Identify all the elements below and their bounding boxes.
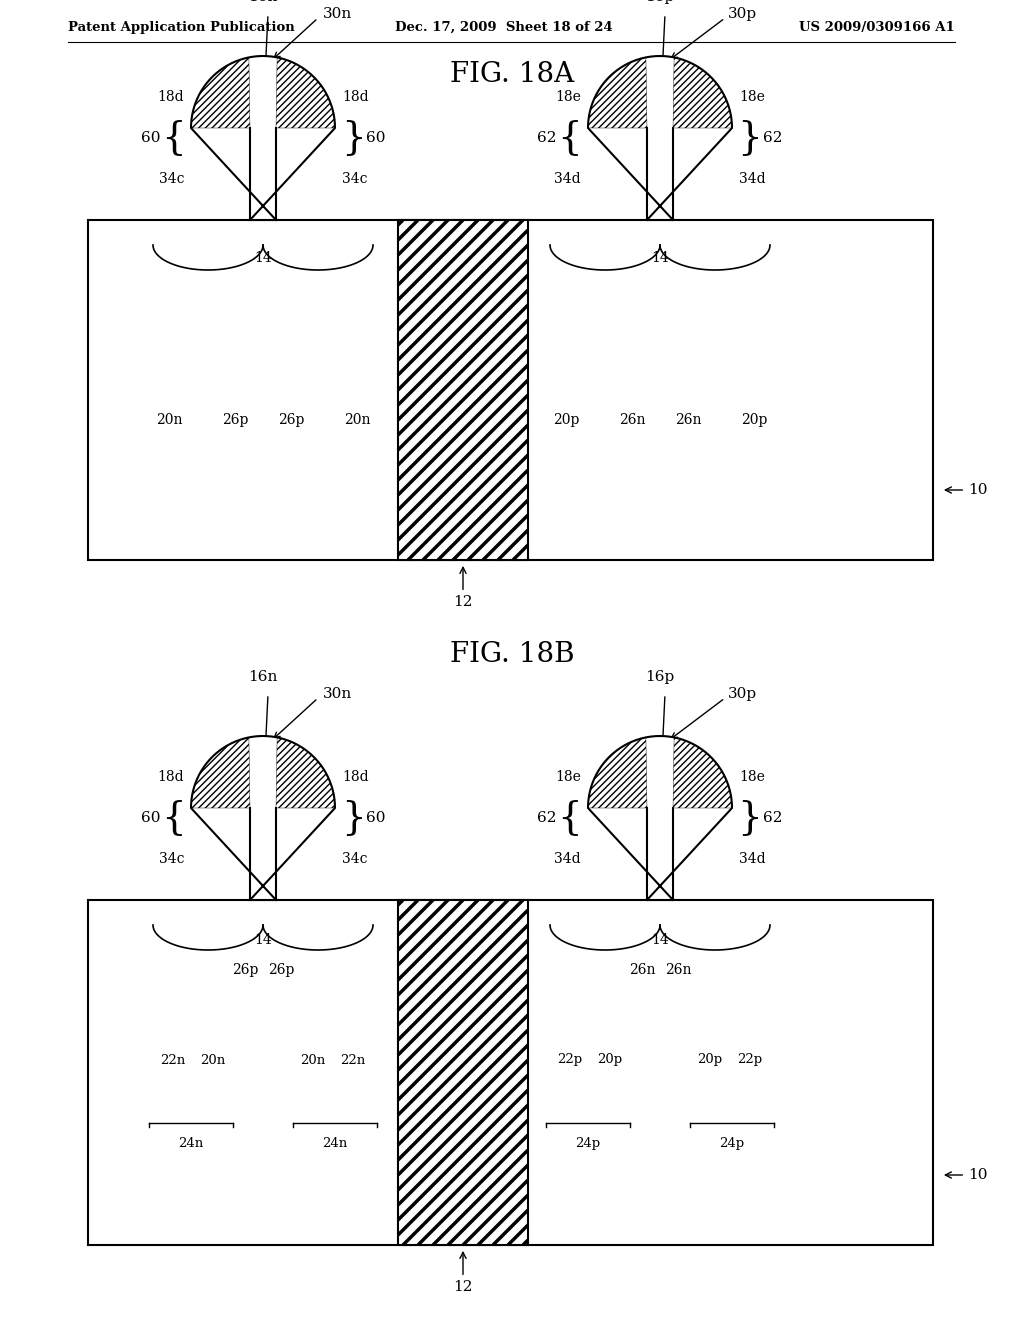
Text: 34d: 34d	[554, 851, 581, 866]
Text: 34c: 34c	[342, 172, 368, 186]
Text: Patent Application Publication: Patent Application Publication	[68, 21, 295, 33]
Text: 18d: 18d	[342, 770, 369, 784]
Text: 18d: 18d	[158, 770, 184, 784]
Text: 30n: 30n	[323, 7, 352, 21]
Text: 30p: 30p	[728, 686, 757, 701]
Text: 34d: 34d	[554, 172, 581, 186]
Text: 12: 12	[454, 1253, 473, 1294]
Text: 18d: 18d	[342, 90, 369, 104]
Polygon shape	[588, 738, 647, 808]
Text: 34d: 34d	[739, 851, 766, 866]
Polygon shape	[673, 57, 732, 128]
Text: 18e: 18e	[739, 770, 765, 784]
Text: 14: 14	[254, 933, 272, 946]
Polygon shape	[673, 738, 732, 808]
Text: 34c: 34c	[342, 851, 368, 866]
Text: 30n: 30n	[323, 686, 352, 701]
Text: 60: 60	[366, 131, 385, 145]
Text: 20p: 20p	[697, 1053, 723, 1067]
Polygon shape	[191, 55, 335, 220]
Text: }: }	[341, 120, 366, 157]
Text: 22p: 22p	[557, 1053, 583, 1067]
Text: }: }	[341, 800, 366, 837]
Text: 60: 60	[140, 131, 160, 145]
Polygon shape	[191, 738, 250, 808]
Text: 18e: 18e	[739, 90, 765, 104]
Text: 16n: 16n	[248, 671, 278, 684]
Text: 26p: 26p	[231, 964, 258, 977]
Text: 16n: 16n	[248, 0, 278, 4]
Text: 16p: 16p	[645, 671, 675, 684]
Text: 10: 10	[945, 1168, 987, 1181]
Text: 26p: 26p	[268, 964, 294, 977]
Text: 62: 62	[538, 131, 557, 145]
Text: 20p: 20p	[740, 413, 767, 426]
Text: 26n: 26n	[629, 964, 655, 977]
Text: {: {	[558, 120, 583, 157]
Text: 20n: 20n	[156, 413, 182, 426]
Text: 60: 60	[140, 810, 160, 825]
Text: 34c: 34c	[159, 851, 184, 866]
Polygon shape	[588, 737, 732, 900]
Text: {: {	[558, 800, 583, 837]
Polygon shape	[588, 57, 647, 128]
Text: 14: 14	[651, 251, 669, 265]
Text: 22n: 22n	[161, 1053, 185, 1067]
Bar	[398, 900, 528, 1245]
Text: 26n: 26n	[618, 413, 645, 426]
Text: 10: 10	[945, 483, 987, 498]
Text: 18e: 18e	[555, 770, 581, 784]
Text: 20p: 20p	[553, 413, 580, 426]
Text: 22n: 22n	[340, 1053, 366, 1067]
Polygon shape	[276, 738, 335, 808]
Text: 14: 14	[651, 933, 669, 946]
Text: 24p: 24p	[575, 1137, 600, 1150]
Text: 62: 62	[763, 810, 782, 825]
Text: Dec. 17, 2009  Sheet 18 of 24: Dec. 17, 2009 Sheet 18 of 24	[395, 21, 612, 33]
Text: FIG. 18B: FIG. 18B	[450, 642, 574, 668]
Text: 24n: 24n	[323, 1137, 347, 1150]
Text: 14: 14	[254, 251, 272, 265]
Text: 60: 60	[366, 810, 385, 825]
Text: 62: 62	[538, 810, 557, 825]
Text: 12: 12	[454, 568, 473, 609]
Text: 20n: 20n	[201, 1053, 225, 1067]
Text: US 2009/0309166 A1: US 2009/0309166 A1	[800, 21, 955, 33]
Bar	[88, 900, 933, 1245]
Text: 20n: 20n	[300, 1053, 326, 1067]
Polygon shape	[276, 57, 335, 128]
Text: 18d: 18d	[158, 90, 184, 104]
Text: {: {	[161, 800, 185, 837]
Text: 26p: 26p	[278, 413, 304, 426]
Text: 26p: 26p	[222, 413, 248, 426]
Text: 24p: 24p	[720, 1137, 744, 1150]
Bar	[398, 220, 528, 560]
Text: 62: 62	[763, 131, 782, 145]
Text: 34d: 34d	[739, 172, 766, 186]
Bar	[88, 220, 933, 560]
Text: 26n: 26n	[665, 964, 691, 977]
Text: 30p: 30p	[728, 7, 757, 21]
Text: FIG. 18A: FIG. 18A	[450, 62, 574, 88]
Polygon shape	[588, 55, 732, 220]
Text: }: }	[737, 120, 763, 157]
Text: }: }	[737, 800, 763, 837]
Polygon shape	[191, 737, 335, 900]
Text: 24n: 24n	[178, 1137, 204, 1150]
Text: 20n: 20n	[344, 413, 371, 426]
Text: 18e: 18e	[555, 90, 581, 104]
Text: 26n: 26n	[675, 413, 701, 426]
Text: 34c: 34c	[159, 172, 184, 186]
Polygon shape	[191, 57, 250, 128]
Text: {: {	[161, 120, 185, 157]
Text: 20p: 20p	[597, 1053, 623, 1067]
Text: 16p: 16p	[645, 0, 675, 4]
Text: 22p: 22p	[737, 1053, 763, 1067]
